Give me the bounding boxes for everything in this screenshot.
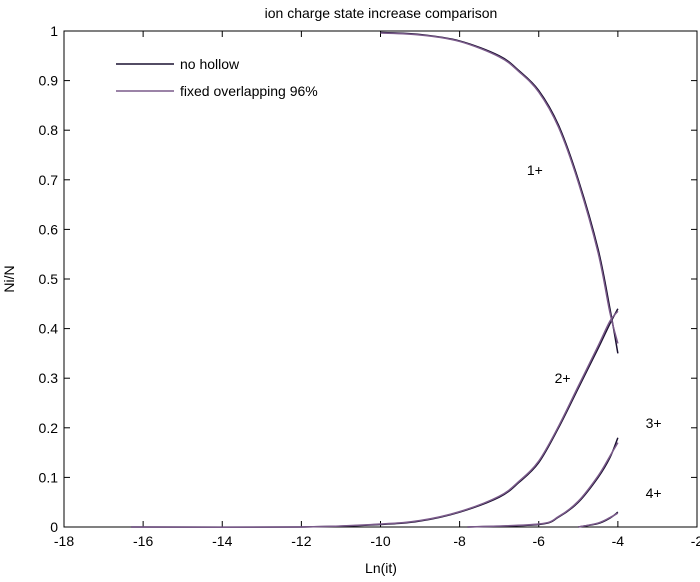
curve-label: 3+ (646, 415, 662, 431)
curve-label: 2+ (555, 370, 571, 386)
legend-label-no-hollow: no hollow (180, 56, 240, 72)
y-tick-label: 0.4 (39, 321, 59, 337)
x-tick-label: -8 (453, 533, 466, 549)
x-tick-label: -6 (533, 533, 546, 549)
y-tick-label: 0.3 (39, 370, 59, 386)
chart-title: ion charge state increase comparison (265, 5, 498, 21)
x-tick-label: -16 (133, 533, 153, 549)
series-line-2+ (131, 308, 619, 528)
series-line-3+ (467, 442, 619, 528)
y-tick-label: 0.2 (39, 420, 59, 436)
y-tick-label: 0.5 (39, 271, 59, 287)
x-tick-label: -4 (612, 533, 625, 549)
y-tick-label: 0.9 (39, 73, 59, 89)
plot-area (63, 30, 698, 528)
y-axis-label: Ni/N (1, 265, 17, 292)
series-line-4+ (578, 511, 619, 528)
series-line-2+ (131, 310, 619, 528)
y-tick-label: 1 (50, 23, 58, 39)
x-axis-label: Ln(it) (365, 560, 397, 576)
series-line-1+ (380, 32, 619, 344)
curve-label: 1+ (527, 162, 543, 178)
y-tick-label: 0 (50, 519, 58, 535)
x-tick-label: -14 (212, 533, 232, 549)
y-tick-label: 0.7 (39, 172, 59, 188)
series-line-3+ (467, 437, 619, 528)
x-tick-label: -10 (370, 533, 390, 549)
x-tick-label: -18 (54, 533, 74, 549)
legend-label-fixed-overlapping: fixed overlapping 96% (180, 83, 318, 99)
series-line-4+ (578, 512, 619, 528)
legend: no hollow fixed overlapping 96% (116, 56, 318, 99)
y-tick-label: 0.8 (39, 122, 59, 138)
y-tick-label: 0.6 (39, 221, 59, 237)
x-tick-label: -2 (691, 533, 700, 549)
curve-label: 4+ (646, 485, 662, 501)
x-tick-label: -12 (291, 533, 311, 549)
y-tick-label: 0.1 (39, 469, 59, 485)
